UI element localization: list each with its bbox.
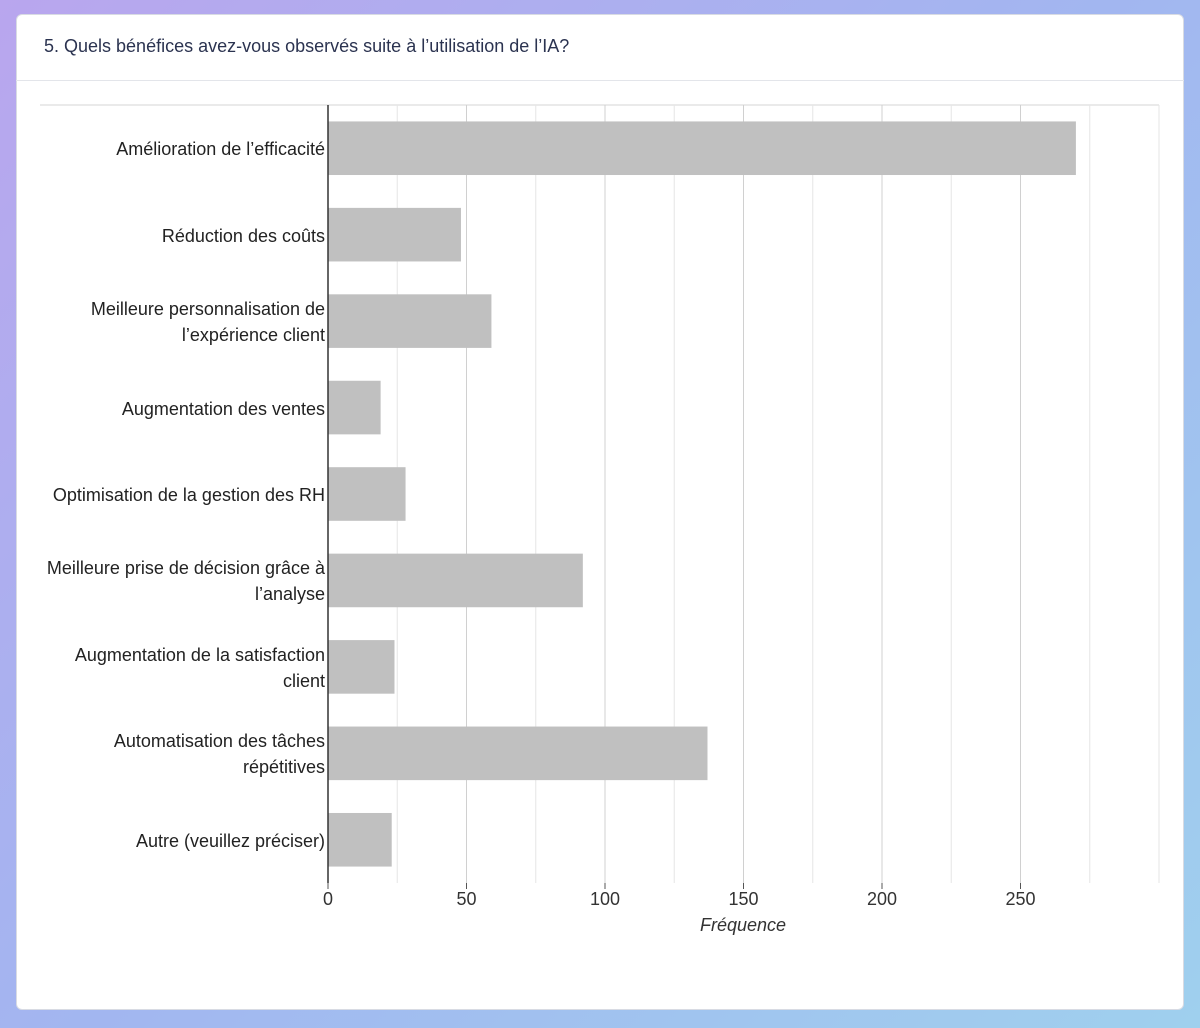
bar — [328, 812, 392, 867]
bar — [328, 121, 1076, 176]
y-tick-label: Optimisation de la gestion des RH — [52, 485, 325, 505]
question-title: 5. Quels bénéfices avez-vous observés su… — [44, 36, 570, 56]
bar — [328, 207, 461, 262]
y-tick-label: Réduction des coûts — [161, 225, 325, 246]
y-tick-label: Augmentation des ventes — [121, 398, 325, 419]
x-tick-label: 100 — [590, 889, 620, 909]
y-tick-label: Meilleure prise de décision grâce à l’an… — [46, 558, 325, 605]
y-tick-label: Amélioration de l’efficacité — [116, 139, 325, 160]
card — [16, 14, 1184, 1010]
bar — [328, 294, 492, 348]
y-tick-label: Automatisation des tâches répétitives — [113, 731, 325, 778]
bar — [328, 553, 583, 608]
separator — [16, 80, 1184, 81]
x-tick-label: 200 — [867, 889, 897, 909]
bar — [328, 726, 708, 781]
y-tick-label: Meilleure personnalisation de l’expérien… — [90, 299, 325, 346]
bar — [328, 640, 395, 694]
y-tick-label: Autre (veuillez préciser) — [135, 830, 325, 851]
x-tick-label: 150 — [728, 889, 758, 909]
bar — [328, 467, 406, 521]
x-axis-label: Fréquence — [700, 915, 786, 935]
x-tick-label: 250 — [1005, 889, 1035, 909]
bar — [328, 380, 381, 435]
y-tick-label: Augmentation de la satisfaction client — [74, 644, 325, 691]
x-tick-label: 50 — [456, 889, 476, 909]
x-tick-label: 0 — [323, 889, 333, 909]
